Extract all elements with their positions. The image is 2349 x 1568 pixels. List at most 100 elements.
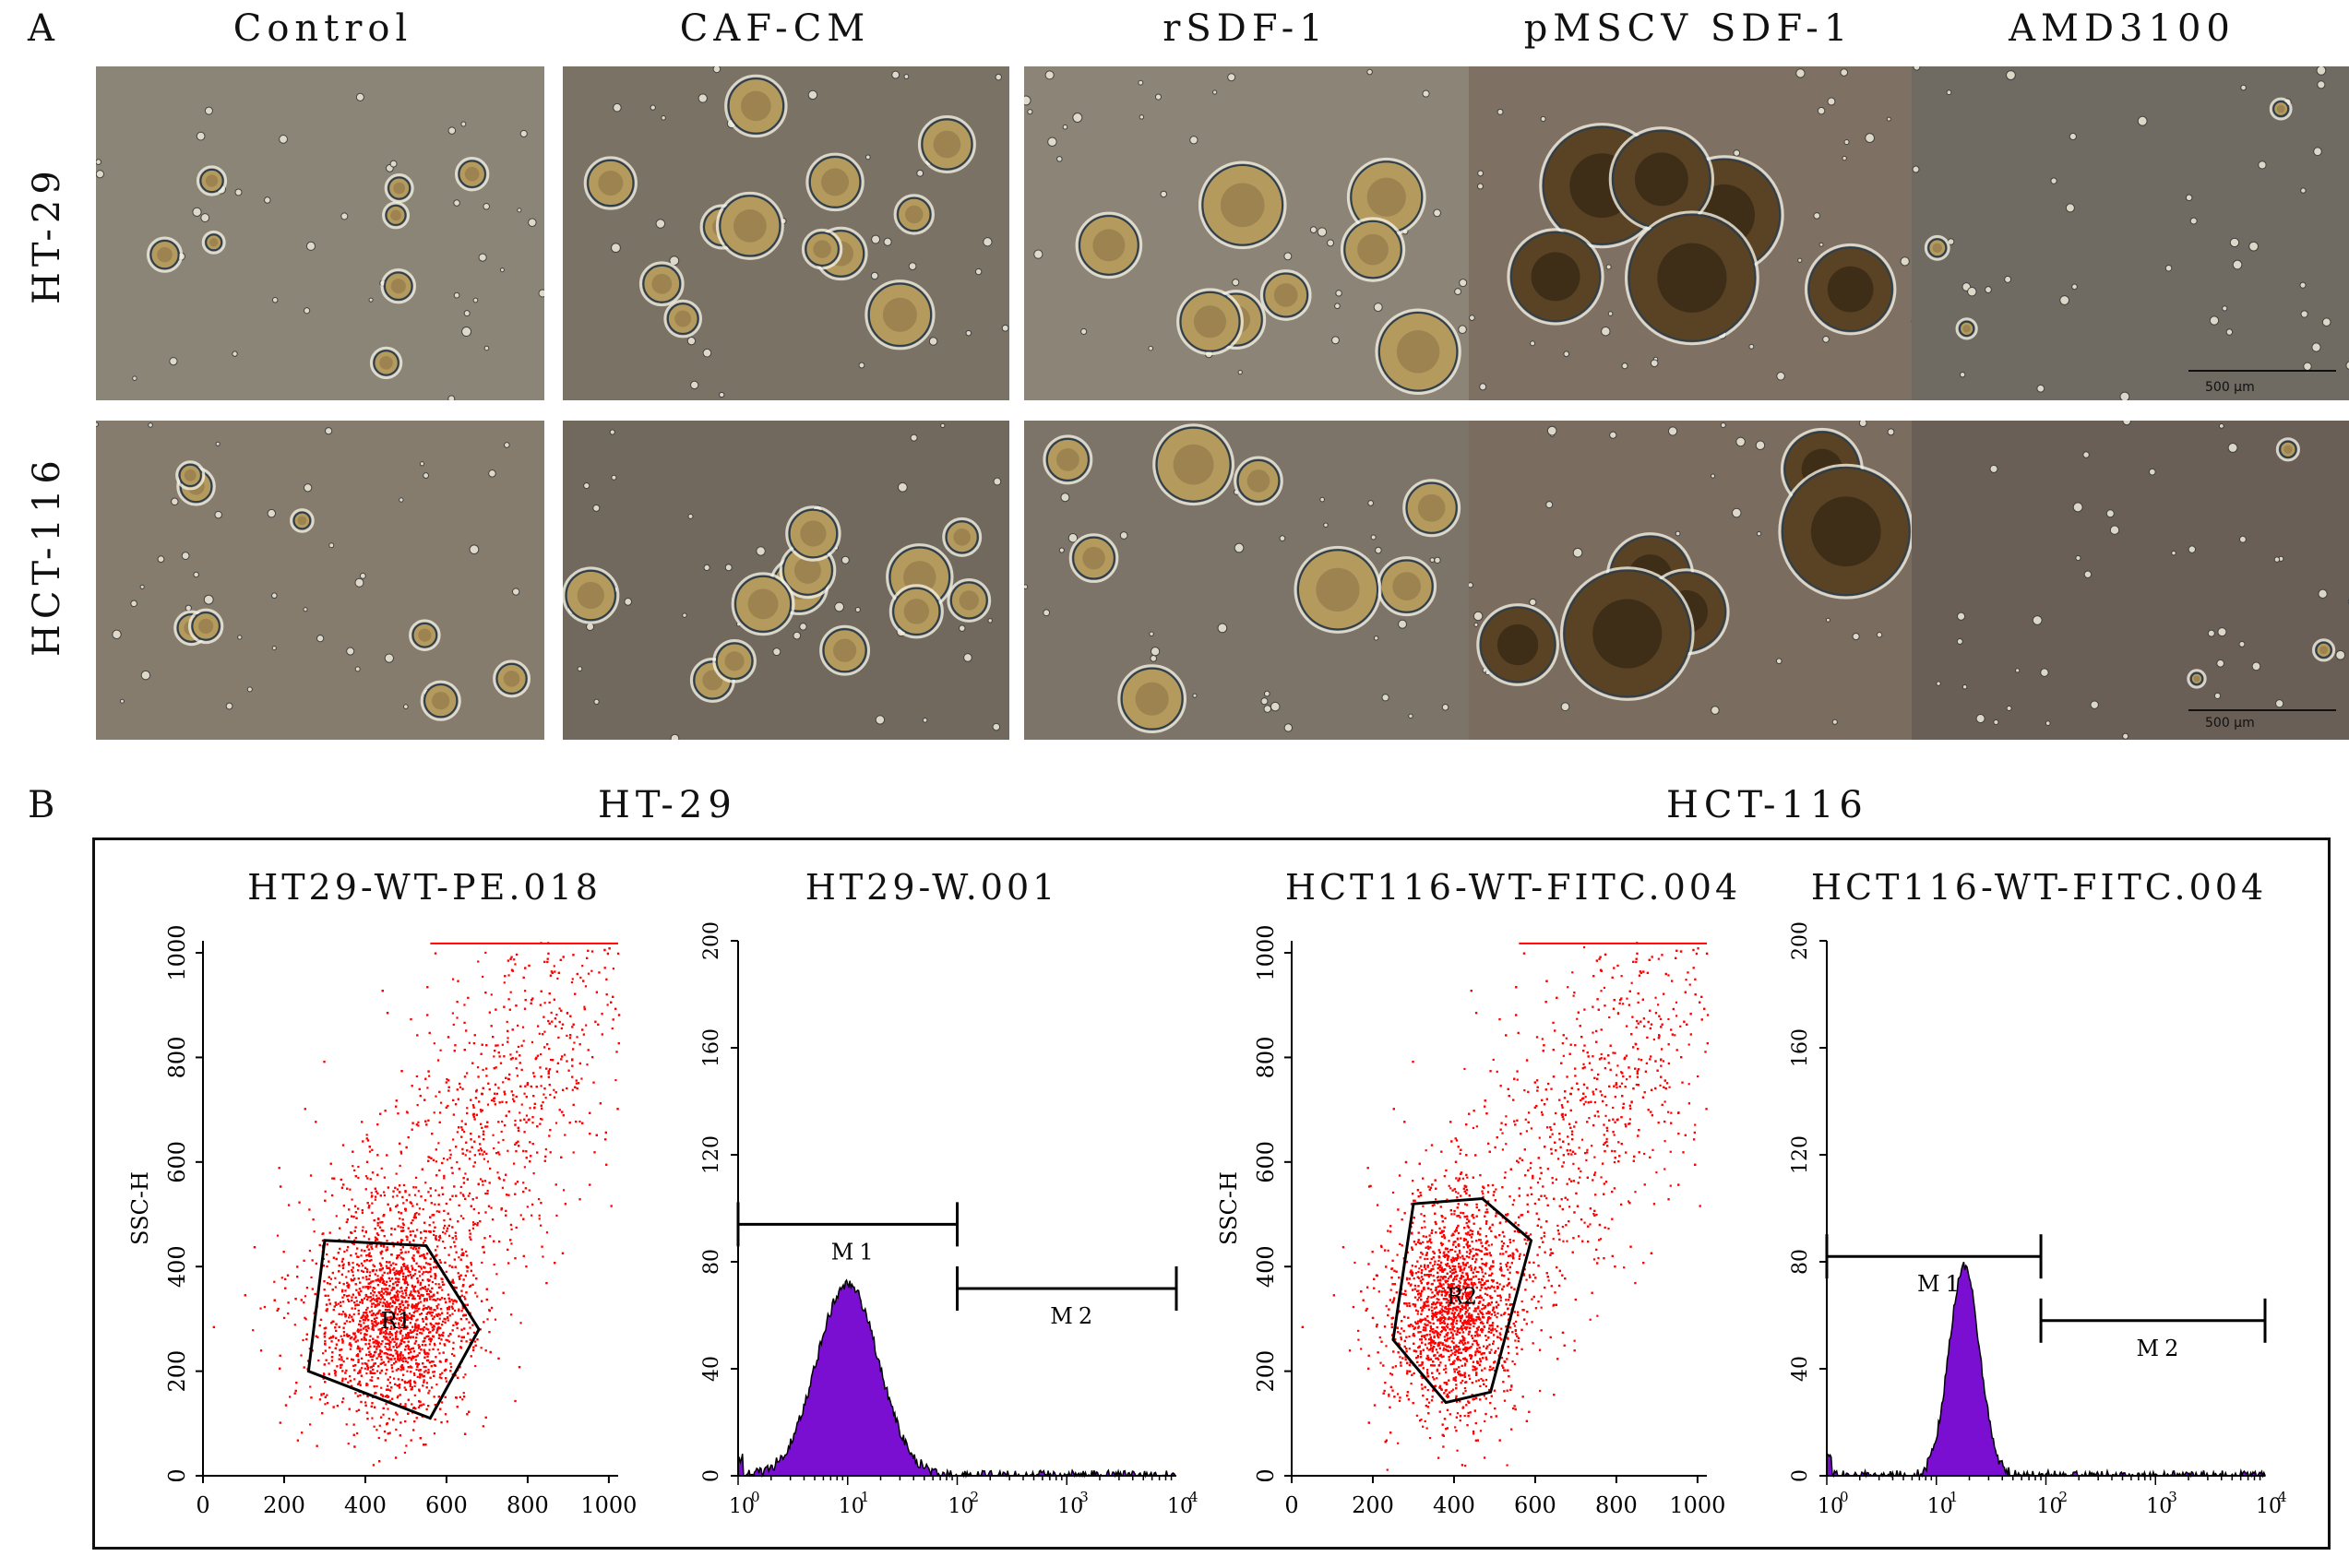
event-dot (529, 1141, 531, 1144)
event-dot (548, 1068, 552, 1071)
event-dot (399, 1310, 401, 1313)
single-cell (871, 234, 881, 244)
event-dot (539, 1117, 543, 1121)
single-cell (1496, 108, 1504, 115)
event-dot (398, 1303, 400, 1306)
event-dot (342, 1331, 346, 1334)
event-dot (469, 1150, 471, 1153)
event-dot (471, 1221, 475, 1224)
single-cell (1043, 609, 1051, 617)
event-dot (331, 1177, 334, 1180)
event-dot (369, 1379, 372, 1382)
column-title-control: Control (233, 7, 413, 50)
event-dot (412, 1329, 415, 1332)
single-cell (2071, 283, 2078, 291)
event-dot (362, 1265, 364, 1267)
event-dot (495, 1273, 498, 1276)
event-dot (386, 1154, 388, 1157)
event-dot (315, 1335, 317, 1337)
event-dot (575, 1082, 578, 1085)
event-dot (423, 1365, 425, 1369)
event-dot (354, 1211, 357, 1214)
single-cell (1217, 623, 1228, 634)
single-cell (169, 357, 178, 366)
event-dot (407, 1340, 410, 1343)
event-dot (349, 1342, 352, 1345)
event-dot (433, 1342, 436, 1345)
column-title-amd3100: AMD3100 (2009, 7, 2236, 50)
event-dot (399, 1252, 402, 1254)
event-dot (437, 1303, 440, 1306)
event-dot (507, 1040, 509, 1043)
event-dot (576, 972, 578, 976)
event-dot (402, 1223, 405, 1227)
event-dot (505, 1173, 507, 1176)
event-dot (404, 1317, 407, 1320)
event-dot (497, 1141, 500, 1144)
event-dot (376, 1300, 378, 1302)
event-dot (483, 1321, 485, 1324)
event-dot (403, 1380, 407, 1384)
spheroid-core (747, 588, 779, 620)
event-dot (466, 1303, 469, 1306)
single-cell (2303, 362, 2312, 371)
event-dot (287, 1312, 290, 1315)
event-dot (390, 1386, 393, 1389)
event-dot (529, 1107, 531, 1110)
spheroid-core (1810, 496, 1881, 567)
event-dot (350, 1277, 352, 1281)
event-dot (468, 1229, 471, 1232)
event-dot (373, 1321, 376, 1324)
event-dot (377, 1233, 380, 1237)
single-cell (1675, 530, 1681, 537)
event-dot (359, 1384, 362, 1386)
event-dot (546, 960, 549, 964)
event-dot (398, 1384, 400, 1387)
event-dot (404, 1277, 407, 1281)
event-dot (352, 1274, 354, 1277)
single-cell (1985, 286, 1992, 293)
single-cell (2313, 147, 2322, 157)
event-dot (447, 1212, 449, 1215)
event-dot (413, 1310, 417, 1313)
event-dot (429, 1194, 433, 1197)
event-dot (386, 1352, 388, 1356)
event-dot (548, 1047, 551, 1051)
event-dot (425, 1408, 428, 1411)
event-dot (422, 1241, 425, 1244)
spheroid-core (418, 628, 432, 642)
event-dot (415, 1362, 418, 1365)
event-dot (360, 1249, 364, 1252)
event-dot (412, 1314, 415, 1317)
event-dot (423, 1374, 425, 1378)
event-dot (411, 1303, 413, 1306)
event-dot (444, 1321, 447, 1324)
single-cell (1842, 155, 1847, 161)
event-dot (353, 1301, 356, 1304)
event-dot (456, 1131, 459, 1134)
single-cell (2300, 187, 2307, 194)
event-dot (364, 1367, 366, 1370)
event-dot (462, 1194, 465, 1197)
event-dot (397, 1256, 399, 1259)
event-dot (417, 1291, 421, 1294)
single-cell (1572, 547, 1583, 558)
event-dot (334, 1374, 337, 1377)
event-dot (355, 1354, 358, 1357)
event-dot (542, 1100, 544, 1104)
event-dot (470, 1355, 472, 1358)
event-dot (486, 1103, 490, 1106)
event-dot (385, 1284, 388, 1287)
single-cell (922, 718, 928, 723)
event-dot (472, 1207, 475, 1211)
event-dot (572, 1151, 575, 1154)
single-cell (419, 461, 425, 467)
event-dot (473, 1140, 476, 1143)
event-dot (466, 1107, 469, 1110)
event-dot (380, 1386, 383, 1389)
event-dot (555, 1014, 558, 1016)
spheroid-halo (1117, 664, 1186, 734)
spheroid-halo (454, 157, 490, 192)
spheroid-halo (724, 74, 788, 138)
event-dot (374, 1305, 376, 1308)
